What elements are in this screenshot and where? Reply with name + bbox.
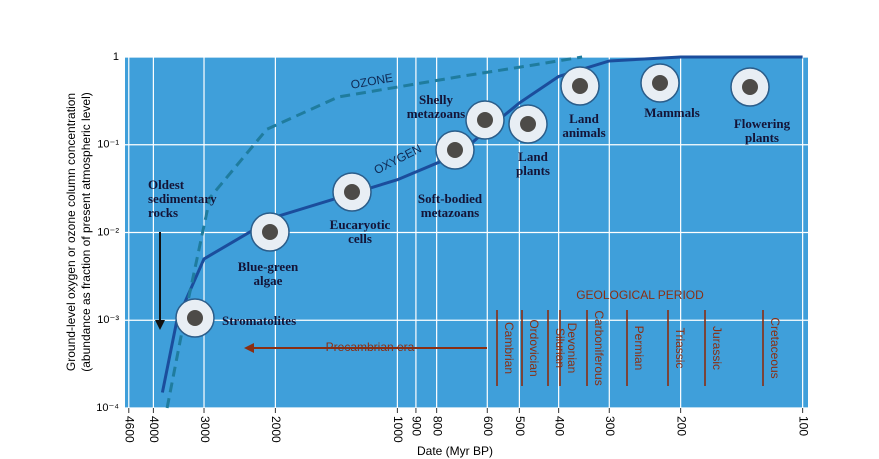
x-tick-label: 900 (410, 416, 424, 436)
y-axis-label: (abundance as fraction of present atmosp… (79, 92, 93, 372)
organism-label: plants (745, 130, 779, 145)
series-line (160, 55, 803, 393)
icon-detail (477, 112, 493, 128)
icon-detail (344, 184, 360, 200)
organism-label: metazoans (421, 205, 480, 220)
organism-label: Stromatolites (222, 313, 296, 328)
organism-label: Oldest (148, 177, 185, 192)
x-axis-label: Date (Myr BP) (417, 444, 493, 458)
period-label: Carboniferous (592, 310, 606, 385)
x-tick-label: 100 (796, 416, 810, 436)
organism-label: Land (569, 111, 599, 126)
icon-detail (262, 224, 278, 240)
organism-label: algae (254, 273, 283, 288)
y-tick-label: 10⁻¹ (97, 139, 119, 151)
period-label: Cambrian (502, 322, 516, 374)
period-label: Ordovician (527, 319, 541, 376)
icon-detail (520, 116, 536, 132)
x-tick-label: 4000 (147, 416, 161, 443)
arrow-head (155, 320, 165, 330)
organism-label: Blue-green (238, 259, 299, 274)
x-tick-label: 1000 (391, 416, 405, 443)
organism-label: sedimentary (148, 191, 217, 206)
annotation: Precambrian era (326, 340, 415, 354)
annotation: GEOLOGICAL PERIOD (576, 288, 704, 302)
y-tick-label: 10⁻² (97, 226, 119, 238)
y-tick-label: 10⁻³ (97, 314, 119, 326)
organism-label: metazoans (407, 106, 466, 121)
x-tick-label: 800 (430, 416, 444, 436)
y-tick-label: 10⁻⁴ (96, 402, 119, 414)
organism-label: Eucaryotic (330, 217, 391, 232)
period-label: Permian (632, 326, 646, 371)
organism-label: Shelly (419, 92, 453, 107)
x-tick-label: 400 (552, 416, 566, 436)
x-tick-label: 600 (481, 416, 495, 436)
organism-label: Mammals (644, 105, 700, 120)
icon-detail (447, 142, 463, 158)
x-tick-label: 4600 (123, 416, 137, 443)
x-tick-label: 3000 (198, 416, 212, 443)
icon-detail (187, 310, 203, 326)
icon-detail (742, 79, 758, 95)
x-tick-label: 200 (674, 416, 688, 436)
y-axis-label: Ground-level oxygen or ozone column conc… (64, 93, 78, 371)
organism-label: Flowering (734, 116, 791, 131)
icon-detail (572, 78, 588, 94)
organism-label: Soft-bodied (418, 191, 483, 206)
series-line (165, 55, 583, 409)
period-label: Jurassic (710, 326, 724, 370)
organism-label: animals (562, 125, 605, 140)
arrow-head (244, 343, 254, 353)
x-tick-label: 300 (603, 416, 617, 436)
organism-label: Land (518, 149, 548, 164)
icon-detail (652, 75, 668, 91)
period-label: Triassic (673, 328, 687, 369)
period-label: Devonian (565, 323, 579, 374)
organism-label: plants (516, 163, 550, 178)
organism-label: cells (348, 231, 372, 246)
y-tick-label: 1 (113, 51, 119, 63)
x-tick-label: 2000 (269, 416, 283, 443)
x-tick-label: 500 (513, 416, 527, 436)
period-label: Cretaceous (768, 317, 782, 378)
organism-label: rocks (148, 205, 178, 220)
